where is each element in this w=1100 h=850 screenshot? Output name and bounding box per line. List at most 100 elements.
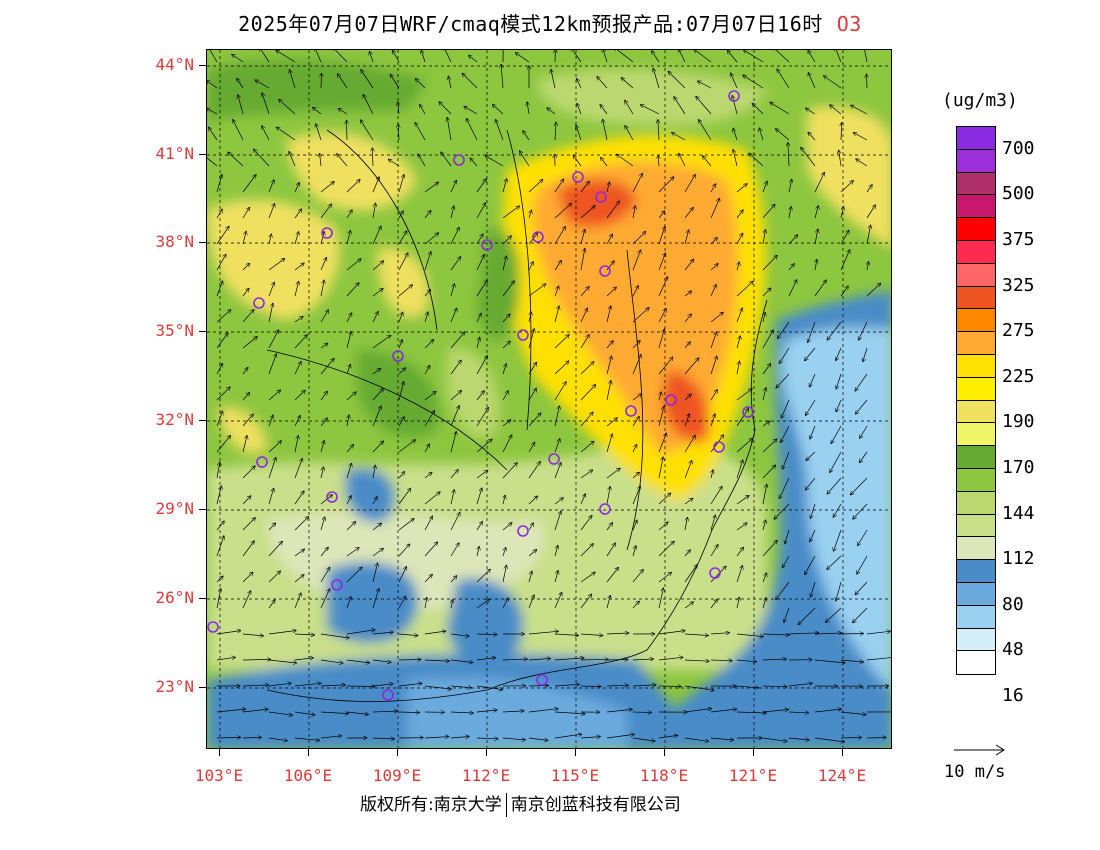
wind-vector [684,175,695,193]
latitude-tick [199,154,206,155]
wind-vector [346,210,352,219]
wind-vector [658,686,681,687]
colorbar-swatch [957,377,995,401]
wind-vector [398,634,418,636]
wind-vector [684,518,687,531]
wind-vector [372,738,394,739]
wind-vector [788,264,794,271]
colorbar-label: 170 [1002,457,1035,478]
wind-vector [476,522,482,531]
wind-vector [788,143,789,167]
wind-vector [372,632,393,634]
wind-vector [736,439,752,453]
wind-vector [398,253,408,271]
wind-vector [632,472,639,479]
wind-vector [216,486,221,505]
wind-vector [372,589,379,609]
wind-vector [450,406,459,427]
wind-vector [502,463,517,479]
longitude-label: 115°E [550,766,600,785]
wind-vector [268,683,291,687]
wind-vector [684,291,691,297]
longitude-label: 124°E [817,766,867,785]
wind-vector [346,464,351,479]
circle-station-icon [532,231,544,243]
wind-vector [743,75,764,89]
wind-vector [632,286,638,297]
wind-vector [580,412,593,427]
wind-vector [632,570,643,583]
wind-vector [762,686,787,687]
circle-station-icon [728,90,740,102]
wind-vector [554,286,559,297]
wind-vector [736,389,752,401]
wind-vector [346,686,375,687]
wind-vector [346,548,359,557]
wind-vector [528,180,543,193]
wind-vector [684,314,691,323]
circle-station-icon [665,394,677,406]
wind-vector [216,576,223,583]
wind-vector [859,321,868,340]
circle-station-icon [326,491,338,503]
wind-vector [294,282,299,297]
wind-vector [439,102,452,115]
wind-vector [294,575,304,583]
wind-vector [603,50,608,63]
wind-vector [781,399,790,418]
wind-vector [216,737,240,738]
wind-vector [424,575,432,583]
wind-vector [425,598,427,609]
wind-vector [346,711,368,714]
colorbar-label: 275 [1002,320,1035,342]
wind-vector [268,458,276,479]
wind-vector [216,709,245,713]
wind-vector [641,105,660,115]
wind-vector [450,308,457,323]
wind-vector [346,231,350,245]
wind-vector [346,180,360,193]
wind-vector [658,253,665,271]
wind-vector [580,249,585,271]
wind-vector [320,258,326,271]
wind-vector [632,394,642,401]
wind-vector [242,175,256,193]
wind-vector [424,411,435,427]
wind-vector [711,470,713,479]
wind-vector [476,569,490,583]
wind-vector [528,284,546,297]
latitude-label: 29°N [155,499,194,518]
wind-vector [398,285,412,297]
wind-vector [762,364,771,375]
wind-vector [320,418,327,427]
wind-vector [658,177,674,193]
wind-vector [814,173,824,193]
wind-vector [866,205,875,219]
ozone-forecast-map[interactable] [206,49,892,749]
wind-vector [826,607,842,622]
wind-vector [606,543,615,557]
wind-vector [502,364,506,375]
wind-vector [788,235,798,245]
wind-vector [806,477,816,490]
wind-vector [737,597,739,609]
wind-vector [242,231,246,245]
wind-vector [294,683,321,687]
wind-vector [424,211,431,219]
wind-vector [424,340,434,349]
wind-vector [668,72,686,89]
wind-vector [866,657,891,661]
wind-vector [398,368,406,375]
wind-vector [320,343,328,349]
wind-vector [580,206,595,219]
wind-vector [450,686,471,688]
wind-vector [554,261,561,271]
wind-vector [672,133,686,141]
wind-vector [398,231,407,245]
wind-vector [633,206,635,219]
wind-vector [684,342,690,349]
circle-station-icon [713,441,725,453]
colorbar-swatch [957,468,995,492]
wind-vector [268,711,292,715]
wind-vector [811,581,816,597]
